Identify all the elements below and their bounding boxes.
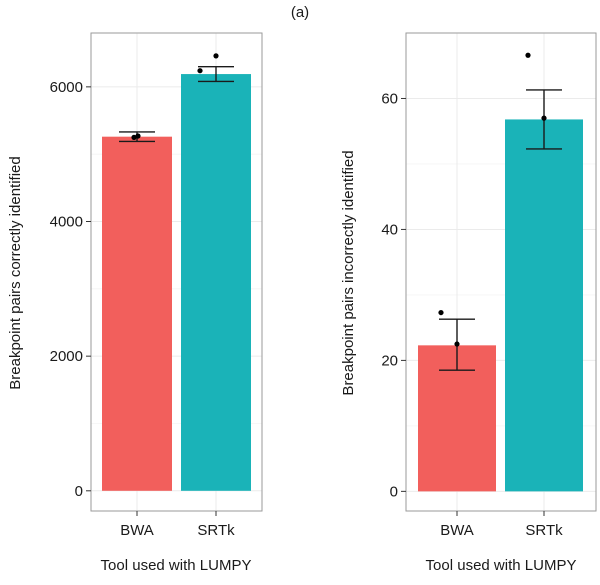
- x-axis-title: Tool used with LUMPY: [101, 557, 252, 574]
- panel-border: [405, 32, 597, 512]
- bar-srtk: [505, 119, 583, 492]
- data-point: [131, 134, 137, 140]
- data-point: [438, 309, 444, 316]
- data-point: [197, 68, 203, 74]
- x-tick-label: BWA: [440, 522, 474, 539]
- data-point: [541, 115, 547, 121]
- y-axis-title: Breakpoint pairs incorrectly identified: [340, 150, 357, 395]
- figure-title: (a): [291, 4, 309, 21]
- y-tick-label: 6000: [50, 79, 83, 96]
- bar-srtk: [181, 74, 251, 491]
- data-point: [135, 133, 141, 139]
- panel-right: Breakpoint pairs incorrectly identified …: [340, 32, 597, 574]
- panel-border: [90, 32, 263, 512]
- y-tick-label: 60: [381, 90, 398, 107]
- data-point: [454, 341, 460, 347]
- bar-bwa: [102, 136, 172, 491]
- y-tick-label: 0: [75, 483, 83, 500]
- y-tick-label: 2000: [50, 348, 83, 365]
- x-axis-title: Tool used with LUMPY: [426, 557, 577, 574]
- data-point: [525, 52, 531, 58]
- y-tick-label: 40: [381, 221, 398, 238]
- y-tick-label: 20: [381, 352, 398, 369]
- x-tick-label: SRTk: [525, 522, 563, 539]
- error-bar: [198, 65, 234, 83]
- y-tick-label: 4000: [50, 214, 83, 231]
- x-tick-label: BWA: [120, 522, 154, 539]
- x-tick-label: SRTk: [197, 522, 235, 539]
- y-axis-title: Breakpoint pairs correctly identified: [7, 156, 24, 389]
- panel-left: Breakpoint pairs correctly identified To…: [7, 32, 263, 574]
- y-tick-label: 0: [390, 483, 398, 500]
- data-point: [213, 53, 219, 59]
